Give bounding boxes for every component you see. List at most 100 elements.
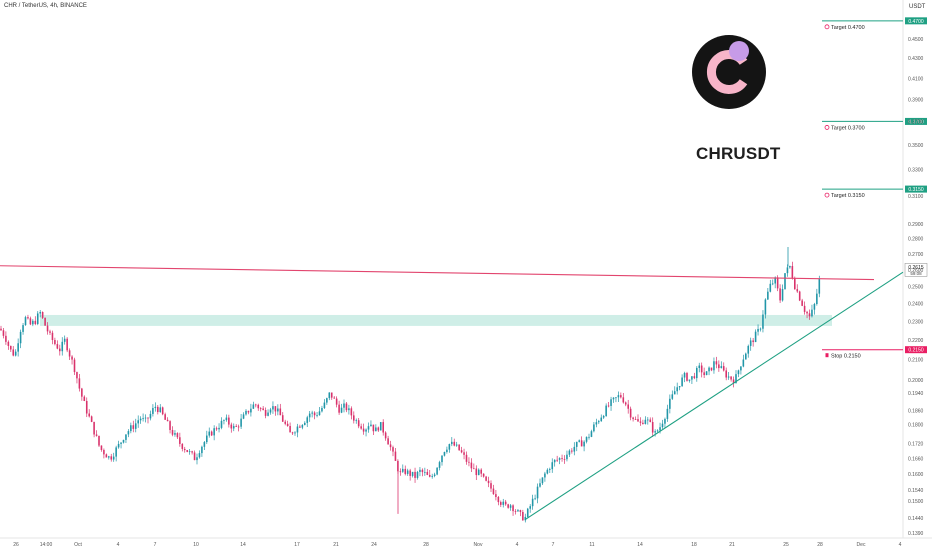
stop-label: Stop 0.2150 xyxy=(831,354,861,360)
time-tick-label: 18 xyxy=(691,542,697,548)
trend-lines[interactable] xyxy=(0,265,904,521)
candle-body xyxy=(531,498,534,507)
candle-body xyxy=(549,469,551,470)
price-tick-label: 0.2600 xyxy=(908,268,924,274)
candle-body xyxy=(355,420,358,422)
pair-symbol: CHRUSDT xyxy=(696,144,781,163)
candle-body xyxy=(566,454,568,460)
time-axis[interactable]: 26 14:00 Oct 4 7 10 14 17 21 24 28 Nov 4 7 11 14 18 21 25 2… xyxy=(13,542,901,548)
price-tick-label: 0.3900 xyxy=(908,97,924,103)
candle-body xyxy=(696,368,698,379)
candle-body xyxy=(534,498,536,500)
candle-body xyxy=(169,421,171,431)
candle-body xyxy=(561,458,563,459)
candle-body xyxy=(524,516,527,521)
candle-body xyxy=(465,454,468,462)
candle-body xyxy=(281,415,284,422)
candle-body xyxy=(725,370,727,378)
candle-body xyxy=(289,426,291,433)
resistance-trendline[interactable] xyxy=(0,265,875,281)
candle-body xyxy=(612,397,615,400)
candle-body xyxy=(370,424,372,427)
candle-body xyxy=(571,450,573,452)
candle-body xyxy=(441,455,443,463)
price-tick-label: 0.1440 xyxy=(908,516,924,522)
candle-body xyxy=(514,511,517,512)
candle-body xyxy=(774,277,776,284)
candle-body xyxy=(321,408,323,412)
candle-body xyxy=(475,468,478,476)
candle-body xyxy=(607,405,610,407)
candle-body xyxy=(634,419,637,420)
support-trendline[interactable] xyxy=(524,271,904,521)
stop-price-badge-text: 0.2150 xyxy=(908,348,924,354)
candle-body xyxy=(274,406,277,412)
candle-body xyxy=(558,458,561,460)
target-price-badge xyxy=(905,117,927,125)
candle-body xyxy=(313,412,316,416)
candle-body xyxy=(451,441,453,445)
candle-body xyxy=(215,428,218,430)
price-tick-label: 0.4300 xyxy=(908,56,924,62)
candle-body xyxy=(595,422,598,425)
candle-body xyxy=(678,386,681,388)
candle-body xyxy=(460,450,463,453)
candle-body xyxy=(98,435,100,446)
price-axis[interactable]: 0.4500 0.4300 0.4100 0.3900 0.3700 0.3500 0.33… xyxy=(908,37,924,537)
candle-body xyxy=(188,451,191,453)
candle-body xyxy=(455,444,458,446)
candle-body xyxy=(414,471,416,478)
candle-body xyxy=(338,404,340,413)
candle-body xyxy=(179,437,181,444)
candle-body xyxy=(183,448,186,451)
price-tick-label: 0.1390 xyxy=(908,531,924,537)
candle-body xyxy=(34,320,37,324)
candle-body xyxy=(686,372,688,381)
candle-body xyxy=(191,451,193,453)
candle-body xyxy=(808,313,811,317)
candle-body xyxy=(348,408,350,411)
candle-body xyxy=(784,273,786,290)
candle-body xyxy=(353,415,355,421)
candle-body xyxy=(426,471,429,475)
candle-body xyxy=(428,474,431,477)
candle-body xyxy=(710,367,713,371)
candle-body xyxy=(409,470,411,476)
candle-body xyxy=(463,452,465,455)
candle-body xyxy=(573,446,576,452)
candle-body xyxy=(362,428,365,432)
candle-body xyxy=(801,300,803,306)
candle-body xyxy=(536,486,539,499)
candle-body xyxy=(154,406,157,409)
candle-body xyxy=(446,449,448,452)
candle-body xyxy=(39,312,41,314)
price-tick-label: 0.2100 xyxy=(908,358,924,364)
candle-body xyxy=(110,456,113,460)
candle-body xyxy=(54,339,56,345)
candle-body xyxy=(654,431,656,433)
candle-body xyxy=(676,387,678,392)
candle-body xyxy=(502,501,505,505)
candle-body xyxy=(497,497,500,503)
candle-body xyxy=(779,288,781,301)
candle-body xyxy=(225,417,228,421)
candle-body xyxy=(786,267,789,274)
candle-body xyxy=(411,471,414,476)
candle-body xyxy=(257,404,260,409)
candle-body xyxy=(615,397,617,399)
time-tick-label: 26 xyxy=(13,542,19,548)
candle-body xyxy=(267,412,269,416)
candle-body xyxy=(237,426,240,428)
candle-body xyxy=(500,502,502,505)
candle-body xyxy=(593,424,595,432)
target-icon xyxy=(824,125,830,130)
price-levels[interactable]: Target 0.4700 0.4700 Target 0.3700 0.3700 Ta… xyxy=(822,17,928,360)
candle-body xyxy=(76,372,78,379)
candle-body xyxy=(578,440,580,442)
candle-body xyxy=(139,418,142,421)
candle-body xyxy=(240,418,242,427)
candle-body xyxy=(323,402,326,409)
candle-body xyxy=(176,433,179,438)
